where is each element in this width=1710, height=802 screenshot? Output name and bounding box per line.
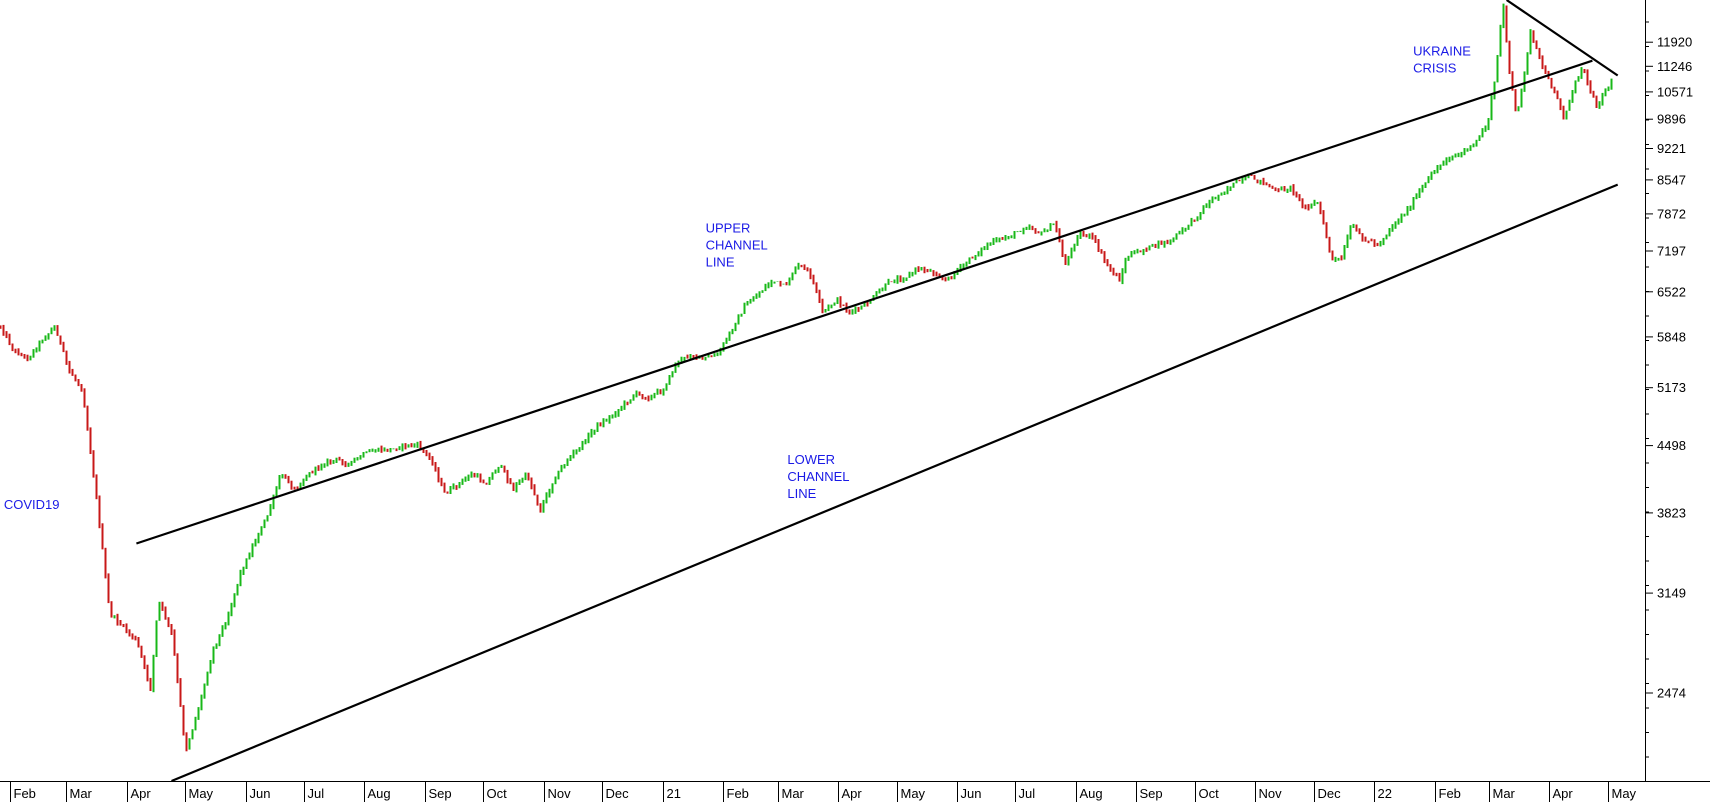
annotation-text: LINE: [787, 486, 816, 501]
x-tick-label: Sep: [429, 786, 452, 801]
y-tick-label: 11920: [1657, 35, 1692, 50]
x-tick-label: Oct: [1199, 786, 1220, 801]
x-tick-label: Nov: [548, 786, 572, 801]
x-tick-label: Feb: [14, 786, 36, 801]
x-tick-label: Dec: [606, 786, 630, 801]
y-tick-label: 5173: [1657, 380, 1686, 395]
x-tick-label: Feb: [1439, 786, 1461, 801]
x-tick-label: Apr: [842, 786, 863, 801]
x-tick-label: Mar: [70, 786, 93, 801]
x-tick-label: Apr: [131, 786, 152, 801]
annotation-text: UKRAINE: [1413, 44, 1471, 59]
annotation-text: CHANNEL: [706, 237, 768, 252]
x-tick-label: Nov: [1259, 786, 1283, 801]
annotation-text: COVID19: [4, 497, 60, 512]
x-tick-label: Mar: [1493, 786, 1516, 801]
y-tick-label: 3149: [1657, 586, 1686, 601]
x-tick-label: May: [189, 786, 214, 801]
x-tick-label: 22: [1378, 786, 1392, 801]
upper-channel-line: [136, 59, 1593, 545]
annotation-text: CHANNEL: [787, 469, 849, 484]
x-tick-label: Dec: [1318, 786, 1342, 801]
y-tick-label: 2474: [1657, 686, 1686, 701]
downtrend-line: [1505, 0, 1619, 77]
annotation-text: UPPER: [706, 220, 751, 235]
x-tick-label: Mar: [782, 786, 805, 801]
lower-channel-line: [171, 183, 1619, 783]
x-tick-label: 21: [667, 786, 681, 801]
annotation-text: LOWER: [787, 452, 835, 467]
y-tick-label: 6522: [1657, 284, 1686, 299]
y-tick-label: 9896: [1657, 112, 1686, 127]
x-tick-label: Aug: [1080, 786, 1103, 801]
y-tick-label: 8547: [1657, 172, 1686, 187]
x-tick-label: May: [1612, 786, 1637, 801]
x-tick-label: Feb: [727, 786, 749, 801]
x-tick-label: Jul: [1019, 786, 1036, 801]
x-tick-label: Jun: [961, 786, 982, 801]
y-tick-label: 7197: [1657, 244, 1686, 259]
y-tick-label: 10571: [1657, 84, 1693, 99]
x-tick-label: Oct: [487, 786, 508, 801]
y-tick-label: 5848: [1657, 329, 1686, 344]
candlestick-series: [0, 3, 1613, 752]
x-tick-label: Jul: [308, 786, 325, 801]
y-tick-label: 9221: [1657, 141, 1686, 156]
x-tick-label: Sep: [1140, 786, 1163, 801]
y-tick-label: 3823: [1657, 505, 1686, 520]
y-tick-label: 7872: [1657, 206, 1686, 221]
y-tick-label: 4498: [1657, 438, 1686, 453]
y-tick-label: 11246: [1657, 59, 1692, 74]
x-tick-label: Jun: [250, 786, 271, 801]
trendlines: [136, 0, 1619, 783]
x-tick-label: May: [901, 786, 926, 801]
chart-annotations: COVID19 UPPER CHANNEL LINE LOWER CHANNEL LINE U…: [4, 44, 1471, 512]
x-tick-label: Aug: [368, 786, 391, 801]
x-tick-label: Apr: [1553, 786, 1574, 801]
annotation-text: CRISIS: [1413, 61, 1457, 76]
annotation-text: LINE: [706, 254, 735, 269]
